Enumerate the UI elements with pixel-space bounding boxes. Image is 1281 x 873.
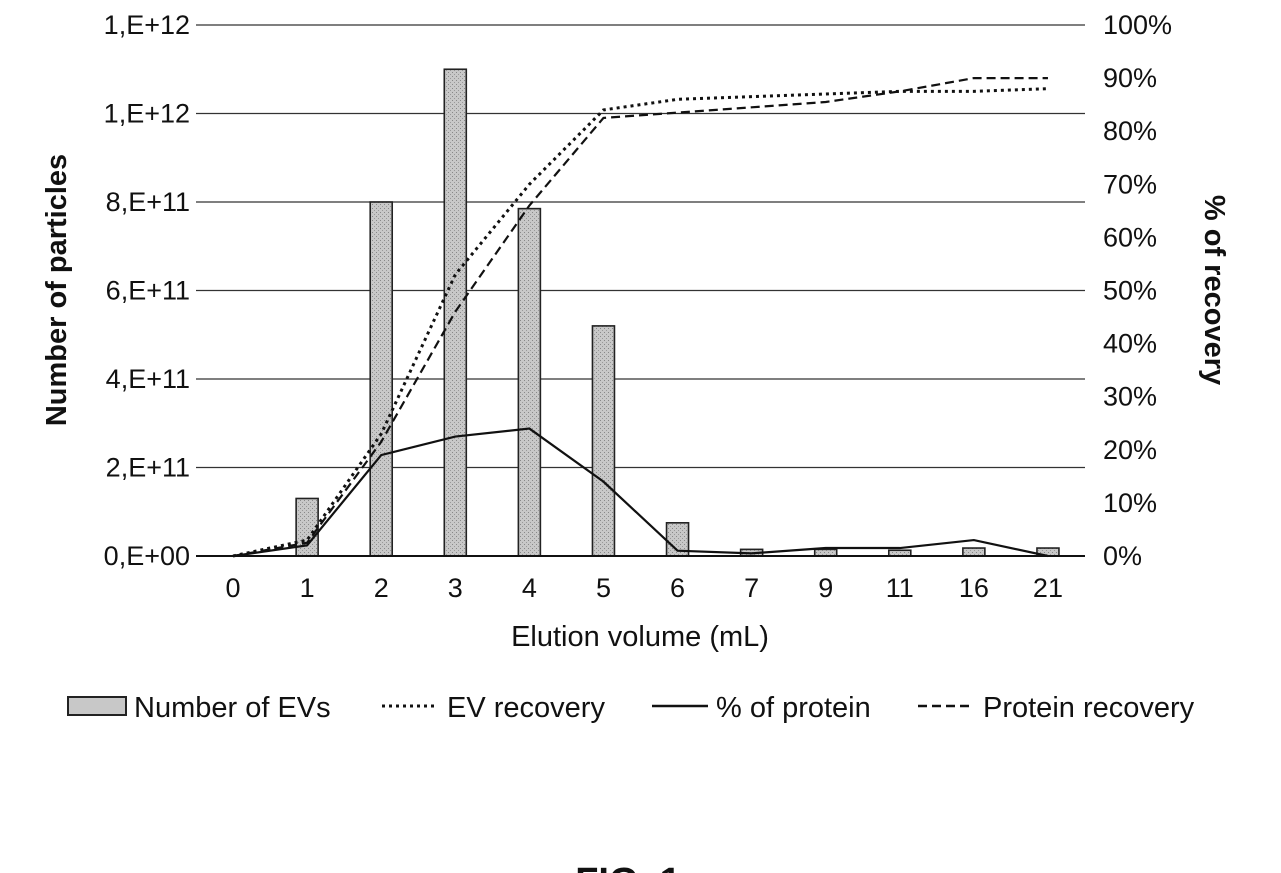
figure-label: FIG. 1 bbox=[575, 861, 681, 873]
bar-number-of-evs bbox=[370, 202, 392, 556]
y-axis-left-title: Number of particles bbox=[41, 154, 73, 426]
y-right-tick-label: 60% bbox=[1103, 222, 1157, 252]
bar-number-of-evs bbox=[444, 69, 466, 556]
bar-number-of-evs bbox=[592, 326, 614, 556]
y-left-tick-label: 6,E+11 bbox=[106, 276, 190, 306]
x-tick-label: 3 bbox=[448, 573, 463, 603]
y-right-tick-label: 30% bbox=[1103, 382, 1157, 412]
x-tick-label: 4 bbox=[522, 573, 537, 603]
legend-label-protein-recovery: Protein recovery bbox=[983, 692, 1195, 724]
y-left-tick-label: 1,E+12 bbox=[104, 99, 190, 129]
y-axis-right-title: % of recovery bbox=[1198, 195, 1230, 385]
x-axis-title: Elution volume (mL) bbox=[511, 621, 769, 653]
y-left-tick-label: 1,E+12 bbox=[104, 10, 190, 40]
bar-series-number-of-evs bbox=[296, 69, 1059, 556]
y-right-tick-label: 50% bbox=[1103, 276, 1157, 306]
x-tick-label: 21 bbox=[1033, 573, 1063, 603]
y-right-tick-label: 80% bbox=[1103, 116, 1157, 146]
x-tick-label: 7 bbox=[744, 573, 759, 603]
y-axis-right-ticks: 0% 10% 20% 30% 40% 50% 60% 70% 80% 90% 100% bbox=[1103, 10, 1172, 571]
line-series-group bbox=[233, 78, 1048, 556]
x-tick-label: 16 bbox=[959, 573, 989, 603]
x-tick-label: 1 bbox=[300, 573, 315, 603]
x-tick-label: 6 bbox=[670, 573, 685, 603]
x-axis-ticks: 0 1 2 3 4 5 6 7 9 11 16 21 bbox=[226, 573, 1063, 603]
y-left-tick-label: 8,E+11 bbox=[106, 187, 190, 217]
bar-number-of-evs bbox=[963, 548, 985, 556]
line-protein-recovery bbox=[233, 78, 1048, 556]
y-axis-left-ticks: 0,E+00 2,E+11 4,E+11 6,E+11 8,E+11 1,E+12 1,E+… bbox=[104, 10, 190, 571]
x-tick-label: 11 bbox=[886, 573, 914, 603]
y-right-tick-label: 20% bbox=[1103, 435, 1157, 465]
x-tick-label: 0 bbox=[226, 573, 241, 603]
bar-number-of-evs bbox=[518, 209, 540, 556]
legend-swatch-number-of-evs bbox=[68, 697, 126, 715]
legend-label-percent-protein: % of protein bbox=[716, 692, 871, 724]
y-right-tick-label: 70% bbox=[1103, 169, 1157, 199]
line-of-protein bbox=[233, 429, 1048, 556]
y-right-tick-label: 40% bbox=[1103, 329, 1157, 359]
y-left-tick-label: 4,E+11 bbox=[106, 364, 190, 394]
y-right-tick-label: 100% bbox=[1103, 10, 1172, 40]
y-right-tick-label: 10% bbox=[1103, 488, 1157, 518]
y-left-tick-label: 2,E+11 bbox=[106, 453, 190, 483]
x-tick-label: 2 bbox=[374, 573, 389, 603]
legend-label-number-of-evs: Number of EVs bbox=[134, 692, 331, 724]
y-right-tick-label: 90% bbox=[1103, 63, 1157, 93]
y-right-tick-label: 0% bbox=[1103, 541, 1142, 571]
x-tick-label: 5 bbox=[596, 573, 611, 603]
legend: Number of EVs EV recovery % of protein P… bbox=[68, 692, 1195, 724]
y-left-tick-label: 0,E+00 bbox=[104, 541, 190, 571]
x-tick-label: 9 bbox=[818, 573, 833, 603]
legend-label-ev-recovery: EV recovery bbox=[447, 692, 605, 724]
gridlines bbox=[196, 25, 1085, 468]
